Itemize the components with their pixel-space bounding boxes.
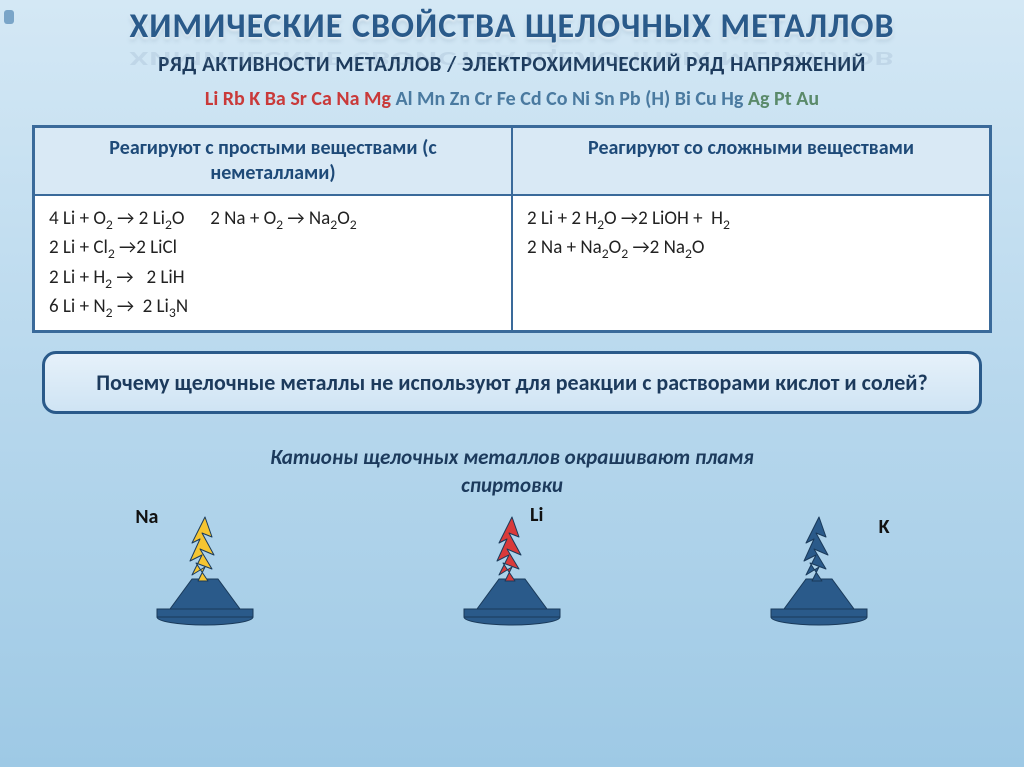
- header-complex-substances: Реагируют со сложными веществами: [512, 127, 990, 195]
- equation: 2 Na + Na2O2 →2 Na2O: [527, 233, 975, 262]
- flame-label: Li: [530, 503, 543, 527]
- activity-series: Li Rb K Ba Sr Ca Na Mg Al Mn Zn Cr Fe Cd…: [0, 87, 1024, 111]
- main-title: ХИМИЧЕСКИЕ СВОЙСТВА ЩЕЛОЧНЫХ МЕТАЛЛОВ: [0, 0, 1024, 47]
- burner-icon: [744, 509, 894, 629]
- header-simple-substances: Реагируют с простыми веществами (с немет…: [34, 127, 512, 195]
- flame-item: Na: [105, 509, 305, 629]
- flame-item: K: [719, 509, 919, 629]
- flames-row: Na Li K: [32, 509, 992, 629]
- equation: 6 Li + N2 → 2 Li3N: [49, 292, 497, 321]
- series-group-2: Al Mn Zn Cr Fe Cd Co Ni Sn Pb (H) Bi Cu …: [395, 87, 743, 111]
- equation: 2 Li + 2 H2O →2 LiOH + H2: [527, 204, 975, 233]
- series-group-3: Ag Pt Au: [748, 87, 819, 111]
- flame-note-line2: спиртовки: [461, 472, 563, 498]
- equation: 2 Li + Cl2 →2 LiCl: [49, 233, 497, 262]
- table-body-row: 4 Li + O2 → 2 Li2O 2 Na + O2 → Na2O22 Li…: [34, 195, 990, 331]
- flame-label: K: [879, 515, 890, 539]
- subtitle: РЯД АКТИВНОСТИ МЕТАЛЛОВ / ЭЛЕКТРОХИМИЧЕС…: [0, 51, 1024, 77]
- reactions-table: Реагируют с простыми веществами (с немет…: [32, 125, 992, 333]
- burner-icon: [437, 509, 587, 629]
- flame-item: Li: [412, 509, 612, 629]
- flame-note: Катионы щелочных металлов окрашивают пла…: [0, 444, 1024, 499]
- question-callout: Почему щелочные металлы не используют дл…: [42, 351, 982, 415]
- series-group-1: Li Rb K Ba Sr Ca Na Mg: [205, 87, 391, 111]
- equation: 4 Li + O2 → 2 Li2O 2 Na + O2 → Na2O2: [49, 204, 497, 233]
- equation: 2 Li + H2 → 2 LiH: [49, 263, 497, 292]
- flame-label: Na: [135, 505, 158, 529]
- flame-note-line1: Катионы щелочных металлов окрашивают пла…: [270, 444, 753, 470]
- cell-complex-equations: 2 Li + 2 H2O →2 LiOH + H22 Na + Na2O2 →2…: [512, 195, 990, 331]
- table-header-row: Реагируют с простыми веществами (с немет…: [34, 127, 990, 195]
- cell-simple-equations: 4 Li + O2 → 2 Li2O 2 Na + O2 → Na2O22 Li…: [34, 195, 512, 331]
